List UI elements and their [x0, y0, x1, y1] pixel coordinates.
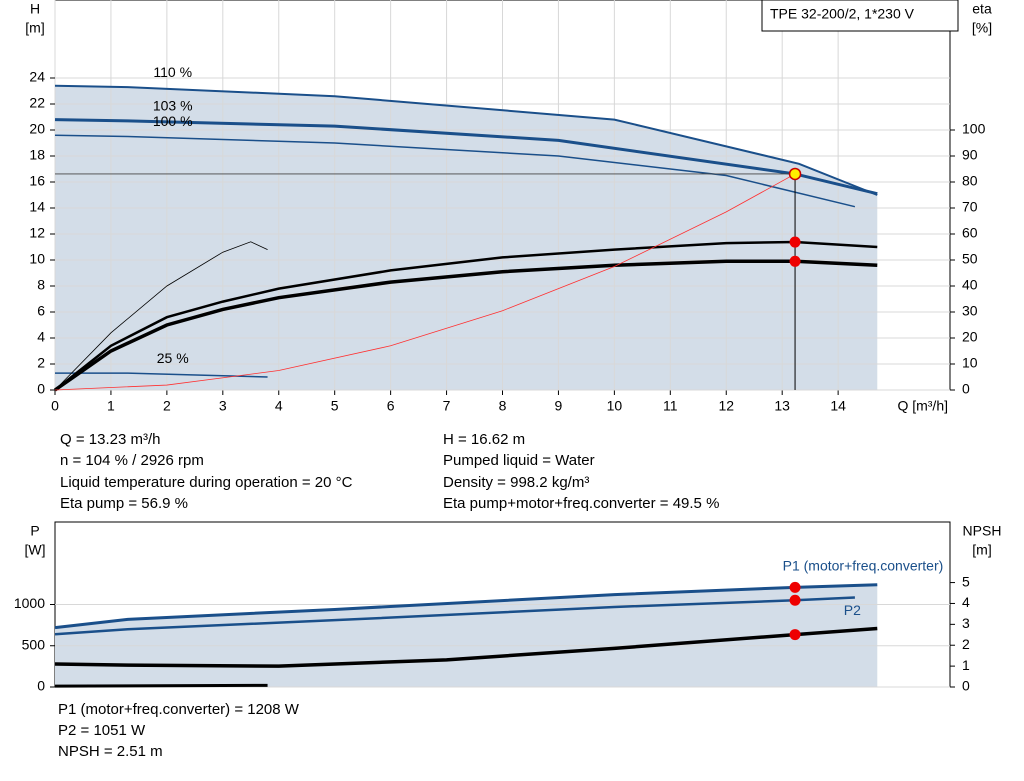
chart-title: TPE 32-200/2, 1*230 V	[770, 6, 915, 22]
x-tick-label: 10	[607, 398, 623, 414]
y2-tick-label: 80	[962, 173, 978, 189]
curve	[54, 84, 878, 196]
x-tick-label: 7	[443, 398, 451, 414]
y-tick-label: 2	[37, 355, 45, 371]
curve-label: P1 (motor+freq.converter)	[783, 557, 944, 573]
info-line: Density = 998.2 kg/m³	[443, 474, 589, 491]
operating-range	[55, 584, 878, 687]
operating-point	[789, 594, 801, 606]
curve	[54, 118, 878, 196]
info-line: NPSH = 2.51 m	[58, 743, 163, 760]
y-tick-label: 1000	[14, 595, 45, 611]
y-tick-label: 500	[22, 636, 46, 652]
operating-point	[789, 629, 801, 641]
y-tick-label: 16	[29, 173, 45, 189]
curve	[54, 683, 268, 688]
info-line: H = 16.62 m	[443, 431, 525, 448]
curve-label: 103 %	[153, 98, 193, 114]
x-tick-label: 8	[499, 398, 507, 414]
y-tick-label: 10	[29, 251, 45, 267]
y2-tick-label: 90	[962, 147, 978, 163]
operating-point	[789, 255, 801, 267]
y-tick-label: 0	[37, 381, 45, 397]
y-tick-label: 24	[29, 69, 45, 85]
info-line: P2 = 1051 W	[58, 722, 146, 739]
curve	[54, 173, 796, 391]
curve	[54, 241, 268, 391]
curve	[54, 134, 856, 208]
operating-point	[788, 167, 802, 181]
curve	[54, 240, 878, 391]
x-tick-label: 3	[219, 398, 227, 414]
x-tick-label: 9	[555, 398, 563, 414]
y2-tick-label: 1	[962, 657, 970, 673]
y-tick-label: 18	[29, 147, 45, 163]
y2-tick-label: 0	[962, 678, 970, 694]
info-line: n = 104 % / 2926 rpm	[60, 452, 204, 469]
y2-tick-label: 60	[962, 225, 978, 241]
x-tick-label: 14	[830, 398, 846, 414]
info-line: P1 (motor+freq.converter) = 1208 W	[58, 701, 300, 718]
info-line: Eta pump+motor+freq.converter = 49.5 %	[443, 495, 719, 512]
y-axis-label: [m]	[25, 20, 44, 36]
curve-label: P2	[844, 602, 861, 618]
x-tick-label: 0	[51, 398, 59, 414]
y2-tick-label: 5	[962, 573, 970, 589]
y2-tick-label: 2	[962, 636, 970, 652]
y-tick-label: 12	[29, 225, 45, 241]
y2-tick-label: 10	[962, 355, 978, 371]
y-tick-label: 14	[29, 199, 45, 215]
y2-axis-label: [m]	[972, 542, 991, 558]
y-tick-label: 22	[29, 95, 45, 111]
x-tick-label: 12	[718, 398, 734, 414]
y2-axis-label: eta	[972, 1, 992, 17]
curve	[54, 596, 855, 636]
x-tick-label: 4	[275, 398, 283, 414]
operating-point	[789, 581, 801, 593]
operating-range	[55, 85, 878, 391]
title-box	[761, 0, 959, 32]
y-axis-label: [W]	[25, 542, 46, 558]
y2-tick-label: 70	[962, 199, 978, 215]
curve-label: 110 %	[153, 64, 192, 80]
curve	[54, 583, 878, 630]
x-tick-label: 2	[163, 398, 171, 414]
y2-tick-label: 3	[962, 615, 970, 631]
curve-label: 25 %	[157, 350, 189, 366]
info-line: Eta pump = 56.9 %	[60, 495, 188, 512]
y2-tick-label: 100	[962, 121, 986, 137]
y2-tick-label: 40	[962, 277, 978, 293]
y2-tick-label: 0	[962, 381, 970, 397]
y-tick-label: 8	[37, 277, 45, 293]
y-axis-label: P	[30, 523, 39, 539]
x-tick-label: 6	[387, 398, 395, 414]
y-tick-label: 0	[37, 678, 45, 694]
y2-tick-label: 50	[962, 251, 978, 267]
x-axis-label: Q [m³/h]	[897, 398, 948, 414]
x-tick-label: 13	[774, 398, 790, 414]
y-tick-label: 4	[37, 329, 45, 345]
info-line: Pumped liquid = Water	[443, 452, 595, 469]
info-line: Liquid temperature during operation = 20…	[60, 474, 353, 491]
x-tick-label: 1	[107, 398, 115, 414]
y-axis-label: H	[30, 1, 40, 17]
info-line: Q = 13.23 m³/h	[60, 431, 160, 448]
y2-tick-label: 4	[962, 594, 970, 610]
operating-point	[789, 236, 801, 248]
y2-axis-label: [%]	[972, 20, 992, 36]
y2-tick-label: 20	[962, 329, 978, 345]
curve-label: 100 %	[153, 113, 193, 129]
y2-tick-label: 30	[962, 303, 978, 319]
y2-axis-label: NPSH	[963, 523, 1002, 539]
x-tick-label: 5	[331, 398, 339, 414]
y-tick-label: 6	[37, 303, 45, 319]
x-tick-label: 11	[663, 398, 678, 414]
curve	[53, 259, 878, 392]
y-tick-label: 20	[29, 121, 45, 137]
